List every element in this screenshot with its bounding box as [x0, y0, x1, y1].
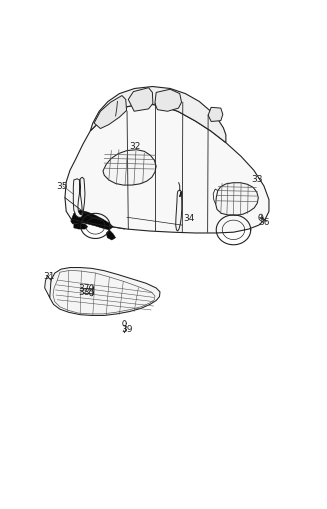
- Polygon shape: [49, 268, 160, 316]
- Polygon shape: [65, 104, 269, 234]
- Text: 35: 35: [57, 182, 68, 191]
- Polygon shape: [103, 151, 156, 186]
- Text: 31: 31: [43, 271, 54, 280]
- Polygon shape: [74, 223, 88, 230]
- Text: 38: 38: [78, 288, 90, 297]
- Polygon shape: [45, 276, 51, 298]
- Polygon shape: [73, 178, 85, 218]
- Text: 34: 34: [183, 213, 195, 222]
- Polygon shape: [208, 108, 223, 122]
- Text: 32: 32: [129, 142, 140, 151]
- Polygon shape: [90, 88, 226, 144]
- Polygon shape: [176, 190, 182, 232]
- Text: 37: 37: [78, 283, 90, 292]
- Text: 36: 36: [258, 218, 270, 227]
- Polygon shape: [128, 89, 153, 112]
- Polygon shape: [216, 183, 258, 216]
- Text: 33: 33: [252, 175, 263, 184]
- Polygon shape: [71, 211, 113, 231]
- Text: 39: 39: [121, 324, 133, 333]
- Polygon shape: [106, 231, 116, 241]
- Polygon shape: [94, 96, 127, 129]
- Polygon shape: [155, 90, 181, 112]
